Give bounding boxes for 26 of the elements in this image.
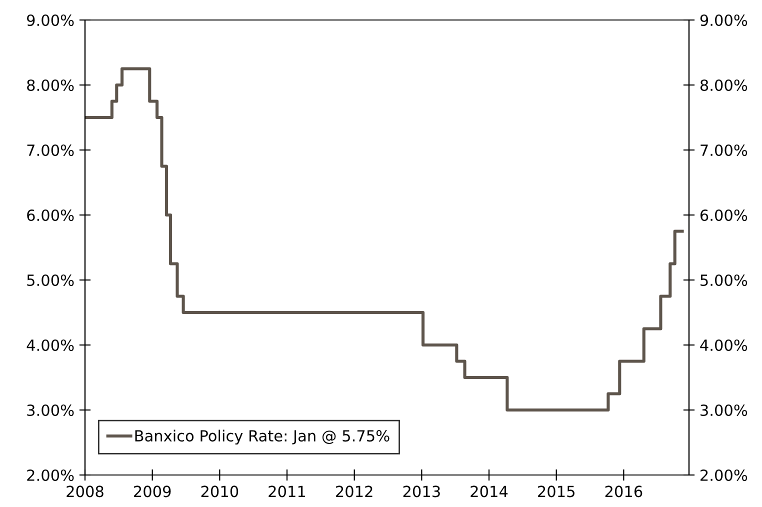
x-tick-label: 2013 [403,486,440,498]
y2-tick-label: 4.00% [700,339,748,352]
y2-tick-label: 2.00% [700,469,748,482]
y2-tick-label: 8.00% [700,79,748,92]
y2-tick-label: 9.00% [700,14,748,26]
legend-label: Banxico Policy Rate: Jan @ 5.75% [135,430,390,445]
y2-tick-label: 3.00% [700,404,748,416]
y2-tick-label: 7.00% [700,144,748,156]
y-tick-label: 7.00% [27,144,74,156]
x-tick-label: 2011 [268,486,306,498]
y2-tick-label: 5.00% [700,274,748,286]
y2-tick-label: 6.00% [700,209,748,222]
y-tick-label: 9.00% [27,14,74,26]
x-tick-label: 2015 [538,486,574,498]
x-tick-label: 2010 [201,486,238,498]
y-tick-label: 3.00% [27,404,74,416]
y-tick-label: 6.00% [27,209,74,222]
x-tick-label: 2012 [336,486,372,498]
x-tick-label: 2009 [134,486,171,498]
y-tick-label: 5.00% [27,274,74,286]
y-tick-label: 4.00% [26,339,74,352]
y-tick-label: 8.00% [27,79,74,92]
x-tick-label: 2014 [470,486,508,498]
x-tick-label: 2008 [66,486,104,498]
y-tick-label: 2.00% [27,469,74,482]
x-tick-label: 2016 [605,486,642,498]
